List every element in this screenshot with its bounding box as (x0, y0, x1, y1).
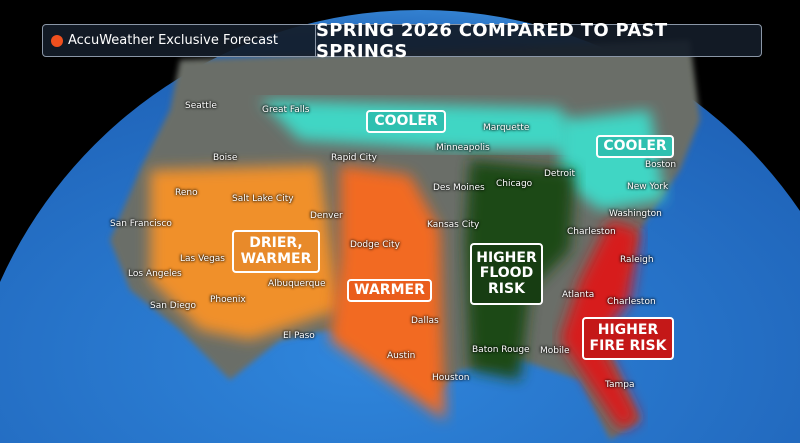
city-label: Salt Lake City (232, 194, 294, 204)
callout-warmer: WARMER (347, 279, 432, 302)
city-label: Denver (310, 211, 343, 221)
callout-cooler-north: COOLER (366, 110, 446, 133)
city-label: San Diego (150, 301, 196, 311)
callout-cooler-northeast: COOLER (596, 135, 674, 158)
callout-line: DRIER, (249, 235, 303, 252)
city-label: Albuquerque (268, 279, 326, 289)
city-label: Boston (645, 160, 677, 170)
callout-fire-risk: HIGHER FIRE RISK (582, 317, 674, 360)
city-label: Austin (387, 351, 416, 361)
callout-drier-warmer: DRIER, WARMER (232, 230, 320, 273)
callout-line: HIGHER (597, 322, 659, 339)
map-title: SPRING 2026 COMPARED TO PAST SPRINGS (316, 19, 668, 62)
city-label: Las Vegas (180, 254, 225, 264)
city-label: Baton Rouge (472, 345, 530, 355)
header-banner: AccuWeather Exclusive Forecast SPRING 20… (42, 19, 762, 62)
city-label: Charleston (567, 227, 616, 237)
city-label: Marquette (483, 123, 530, 133)
city-label: Kansas City (427, 220, 480, 230)
city-label: Seattle (185, 101, 217, 111)
callout-line: WARMER (240, 250, 312, 267)
brand-label: AccuWeather Exclusive Forecast (68, 33, 278, 48)
city-label: Dodge City (350, 240, 400, 250)
callout-line: RISK (488, 280, 525, 297)
city-label: Des Moines (433, 183, 485, 193)
city-label: Charleston (607, 297, 656, 307)
city-label: Boise (213, 153, 238, 163)
callout-line: FLOOD (479, 265, 534, 282)
brand: AccuWeather Exclusive Forecast (43, 25, 316, 56)
city-label: Reno (175, 188, 198, 198)
city-label: Detroit (544, 169, 576, 179)
city-label: El Paso (283, 331, 315, 341)
city-label: Washington (609, 209, 662, 219)
city-label: Houston (432, 373, 470, 383)
city-label: Atlanta (562, 290, 595, 300)
city-label: Mobile (540, 346, 570, 356)
city-label: New York (627, 182, 669, 192)
city-label: Raleigh (620, 255, 654, 265)
city-label: Chicago (496, 179, 533, 189)
callout-line: FIRE RISK (589, 337, 667, 354)
city-label: San Francisco (110, 219, 172, 229)
city-label: Dallas (411, 316, 439, 326)
accuweather-sun-icon (51, 34, 63, 47)
city-label: Minneapolis (436, 143, 490, 153)
city-label: Tampa (605, 380, 635, 390)
city-label: Phoenix (210, 295, 246, 305)
city-label: Rapid City (331, 153, 377, 163)
city-label: Los Angeles (128, 269, 182, 279)
city-label: Great Falls (262, 105, 310, 115)
callout-line: HIGHER (476, 249, 537, 266)
callout-flood-risk: HIGHER FLOOD RISK (470, 243, 543, 305)
